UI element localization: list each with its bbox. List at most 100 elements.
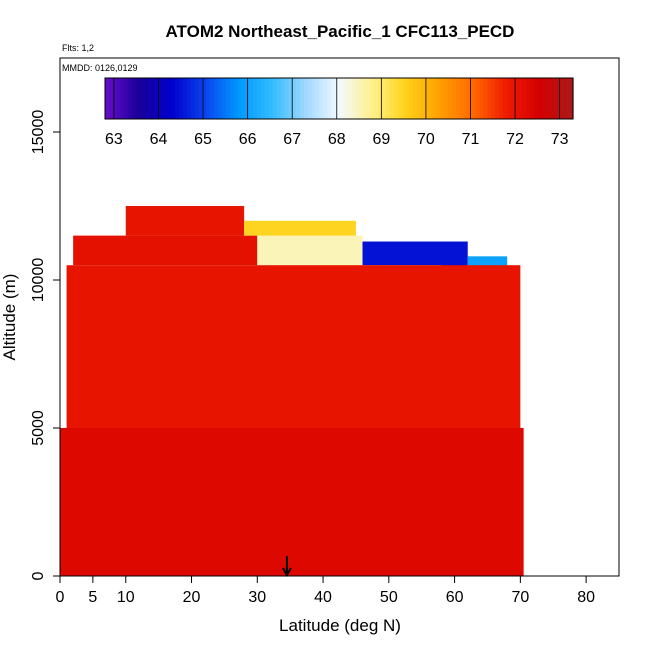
- colorbar-tick-label: 69: [372, 131, 390, 148]
- colorbar-tick-label: 68: [328, 131, 346, 148]
- colorbar-segment: [389, 78, 395, 119]
- colorbar-segment: [159, 78, 165, 119]
- colorbar-segment: [140, 78, 145, 119]
- colorbar-segment: [288, 78, 293, 119]
- colorbar-segment: [409, 78, 414, 119]
- x-tick-label: 30: [248, 589, 266, 606]
- colorbar-segment: [218, 78, 223, 119]
- colorbar-segment: [456, 78, 461, 119]
- latitude-arrow-head: [282, 567, 292, 578]
- colorbar-segment: [378, 78, 383, 119]
- colorbar-segment: [335, 78, 340, 119]
- colorbar-segment: [432, 78, 438, 119]
- y-tick-label: 5000: [30, 410, 47, 446]
- colorbar-segment: [276, 78, 282, 119]
- colorbar-segment: [120, 78, 126, 119]
- colorbar-segment: [417, 78, 422, 119]
- colorbar-segment: [319, 78, 324, 119]
- colorbar-tick-label: 63: [105, 131, 123, 148]
- plot-frame: [59, 57, 620, 577]
- colorbar-segment: [331, 78, 336, 119]
- colorbar-segment: [366, 78, 371, 119]
- colorbar-segment: [163, 78, 168, 119]
- colorbar-segment: [440, 78, 445, 119]
- colorbar-segment: [420, 78, 426, 119]
- colorbar-segment: [374, 78, 379, 119]
- colorbar-tick-label: 71: [462, 131, 480, 148]
- colorbar-segment: [132, 78, 137, 119]
- y-tick-label: 15000: [30, 110, 47, 155]
- colorbar-segment: [284, 78, 289, 119]
- colorbar-segment: [537, 78, 543, 119]
- colorbar-segment: [323, 78, 328, 119]
- colorbar-tick-label: 70: [417, 131, 435, 148]
- colorbar-segment: [522, 78, 527, 119]
- colorbar-segment: [303, 78, 309, 119]
- colorbar-segment: [350, 78, 356, 119]
- colorbar-segment: [179, 78, 184, 119]
- x-tick-label: 5: [88, 589, 97, 606]
- colorbar-segment: [214, 78, 219, 119]
- colorbar-segment: [210, 78, 215, 119]
- colorbar-segment: [405, 78, 410, 119]
- colorbar-segment: [448, 78, 453, 119]
- colorbar-segment: [108, 78, 114, 119]
- colorbar-segment: [428, 78, 434, 119]
- colorbar-tick-label: 66: [239, 131, 257, 148]
- colorbar-tick-label: 73: [551, 131, 569, 148]
- field-cell-9: [66, 265, 521, 428]
- x-axis-label: Latitude (deg N): [279, 616, 401, 635]
- colorbar-segment: [241, 78, 246, 119]
- colorbar-segment: [498, 78, 504, 119]
- colorbar-segment: [565, 78, 570, 119]
- field-cell-2: [257, 235, 363, 266]
- colorbar-segment: [413, 78, 418, 119]
- colorbar-segment: [483, 78, 488, 119]
- colorbar-segment: [502, 78, 508, 119]
- x-tick-label: 80: [577, 589, 595, 606]
- colorbar-segment: [307, 78, 313, 119]
- colorbar-segment: [206, 78, 211, 119]
- colorbar-segment: [436, 78, 441, 119]
- x-tick-label: 10: [117, 589, 135, 606]
- colorbar-segment: [471, 78, 477, 119]
- x-tick-label: 20: [183, 589, 201, 606]
- x-tick-label: 0: [56, 589, 65, 606]
- colorbar-segment: [296, 78, 301, 119]
- colorbar-segment: [545, 78, 551, 119]
- colorbar-segment: [514, 78, 519, 119]
- colorbar-tick-label: 64: [150, 131, 168, 148]
- field-cell-1: [73, 235, 258, 266]
- colorbar-segment: [370, 78, 375, 119]
- colorbar-segment: [183, 78, 188, 119]
- colorbar-segment: [362, 78, 367, 119]
- colorbar-segment: [116, 78, 122, 119]
- colorbar-segment: [315, 78, 321, 119]
- colorbar-segment: [354, 78, 360, 119]
- colorbar-segment: [233, 78, 239, 119]
- y-tick-label: 0: [30, 571, 47, 580]
- colorbar-segment: [459, 78, 465, 119]
- colorbar-segment: [327, 78, 332, 119]
- colorbar-segment: [225, 78, 231, 119]
- colorbar-segment: [112, 78, 118, 119]
- colorbar-segment: [198, 78, 204, 119]
- colorbar-segment: [257, 78, 262, 119]
- x-tick-label: 40: [314, 589, 332, 606]
- colorbar-segment: [190, 78, 196, 119]
- colorbar-segment: [397, 78, 402, 119]
- colorbar-segment: [401, 78, 406, 119]
- x-tick-label: 60: [446, 589, 464, 606]
- colorbar-segment: [311, 78, 317, 119]
- colorbar-segment: [124, 78, 129, 119]
- colorbar-tick-label: 65: [194, 131, 212, 148]
- x-tick-label: 70: [511, 589, 529, 606]
- axes: 0 5 10 20 30 40 50 60 70 80 0 5000 10000 15000: [30, 110, 595, 606]
- colorbar-segment: [194, 78, 200, 119]
- curtain-field: [60, 206, 524, 576]
- colorbar-segment: [175, 78, 180, 119]
- colorbar-segment: [292, 78, 297, 119]
- colorbar-segment: [229, 78, 235, 119]
- chart-title: ATOM2 Northeast_Pacific_1 CFC113_PECD: [166, 22, 515, 41]
